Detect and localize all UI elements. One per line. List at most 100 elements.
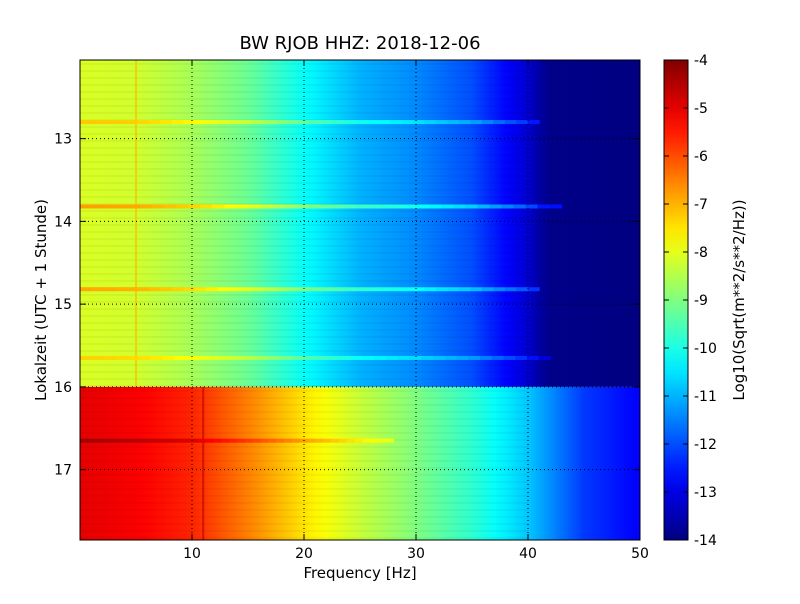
- event-stripe: [296, 204, 310, 209]
- event-stripe: [160, 120, 173, 125]
- event-stripe: [479, 355, 493, 360]
- event-stripe: [470, 120, 483, 125]
- colorbar-tick-label: -9: [694, 293, 708, 309]
- colorbar-tick-label: -10: [694, 341, 717, 357]
- event-stripe: [344, 204, 358, 209]
- event-stripe: [158, 438, 167, 443]
- event-stripe: [397, 355, 410, 360]
- event-stripe: [412, 120, 425, 125]
- event-stripe: [456, 355, 469, 360]
- x-tick-label: 20: [295, 546, 313, 562]
- event-stripe: [344, 287, 357, 292]
- event-stripe: [275, 120, 288, 125]
- event-stripe: [263, 287, 276, 292]
- event-stripe: [104, 204, 117, 209]
- event-stripe: [374, 355, 387, 360]
- event-stripe: [114, 287, 127, 292]
- event-stripe: [470, 287, 483, 292]
- event-stripe: [188, 204, 201, 209]
- event-stripe: [91, 120, 104, 125]
- event-stripe: [381, 204, 394, 209]
- event-stripe: [152, 204, 165, 209]
- event-stripe: [115, 355, 128, 360]
- event-stripe: [424, 120, 437, 125]
- event-stripe: [435, 287, 448, 292]
- event-stripe: [356, 204, 370, 209]
- event-stripe: [248, 204, 262, 209]
- event-stripe: [111, 438, 120, 443]
- event-stripe: [429, 204, 442, 209]
- colorbar-label: Log10(Sqrt(m**2/s**2/Hz)): [730, 199, 748, 400]
- event-stripe: [504, 287, 517, 292]
- event-stripe: [244, 438, 253, 443]
- event-stripe: [489, 204, 502, 209]
- colorbar-tick-label: -11: [694, 389, 717, 405]
- event-stripe: [367, 120, 379, 125]
- event-stripe: [441, 204, 454, 209]
- colorbar-tick-label: -4: [694, 53, 708, 69]
- colorbar-tick-label: -5: [694, 101, 708, 117]
- event-stripe: [212, 204, 225, 209]
- event-stripe: [458, 287, 471, 292]
- event-stripe: [244, 355, 257, 360]
- event-stripe: [224, 204, 238, 209]
- event-stripe: [95, 438, 105, 443]
- event-stripe: [338, 438, 348, 443]
- event-stripe: [272, 204, 286, 209]
- event-stripe: [185, 355, 199, 360]
- event-stripe: [232, 355, 246, 360]
- event-stripe: [197, 355, 210, 360]
- event-stripe: [279, 355, 293, 360]
- x-tick-label: 40: [519, 546, 537, 562]
- event-stripe: [80, 438, 89, 443]
- chart-title: BW RJOB HHZ: 2018-12-06: [239, 33, 480, 54]
- y-axis: 13 14 15 16 17: [54, 132, 640, 479]
- event-stripe: [128, 204, 141, 209]
- event-stripe: [493, 287, 506, 292]
- event-stripe: [525, 204, 539, 209]
- event-stripe: [338, 355, 351, 360]
- event-stripe: [213, 438, 222, 443]
- event-stripe: [501, 204, 514, 209]
- grid-lines: [80, 60, 640, 540]
- event-stripe: [491, 355, 504, 360]
- event-stripe: [286, 287, 299, 292]
- event-stripe: [453, 204, 466, 209]
- event-stripe: [150, 438, 159, 443]
- event-stripe: [315, 355, 328, 360]
- event-stripe: [103, 438, 112, 443]
- event-stripe: [160, 287, 173, 292]
- y-tick-label: 17: [54, 463, 72, 479]
- event-stripe: [504, 120, 517, 125]
- event-stripe: [166, 438, 175, 443]
- event-stripe: [125, 287, 138, 292]
- event-stripe: [217, 287, 230, 292]
- event-stripe: [252, 438, 261, 443]
- event-stripe: [137, 287, 150, 292]
- event-stripe: [138, 355, 152, 360]
- event-stripe: [309, 120, 322, 125]
- event-stripe: [236, 204, 250, 209]
- event-stripe: [221, 355, 234, 360]
- event-stripe: [87, 438, 97, 443]
- colorbar-tick-label: -7: [694, 197, 708, 213]
- event-stripe: [183, 120, 196, 125]
- event-stripe: [355, 120, 368, 125]
- event-stripe: [291, 355, 304, 360]
- event-stripe: [228, 438, 238, 443]
- event-stripe: [332, 120, 345, 125]
- event-stripe: [385, 355, 399, 360]
- event-stripe: [515, 355, 528, 360]
- event-stripe: [435, 120, 448, 125]
- event-stripe: [412, 287, 425, 292]
- event-stripe: [103, 355, 116, 360]
- event-stripe: [332, 204, 346, 209]
- event-stripe: [401, 287, 414, 292]
- event-stripe: [309, 287, 322, 292]
- event-stripe: [240, 120, 253, 125]
- event-stripe: [174, 355, 187, 360]
- heatmap-area: [80, 60, 640, 540]
- event-stripe: [362, 355, 375, 360]
